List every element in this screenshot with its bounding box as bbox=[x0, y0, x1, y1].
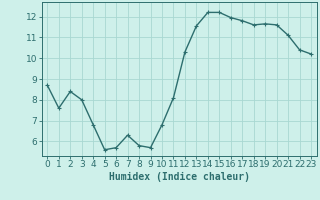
X-axis label: Humidex (Indice chaleur): Humidex (Indice chaleur) bbox=[109, 172, 250, 182]
